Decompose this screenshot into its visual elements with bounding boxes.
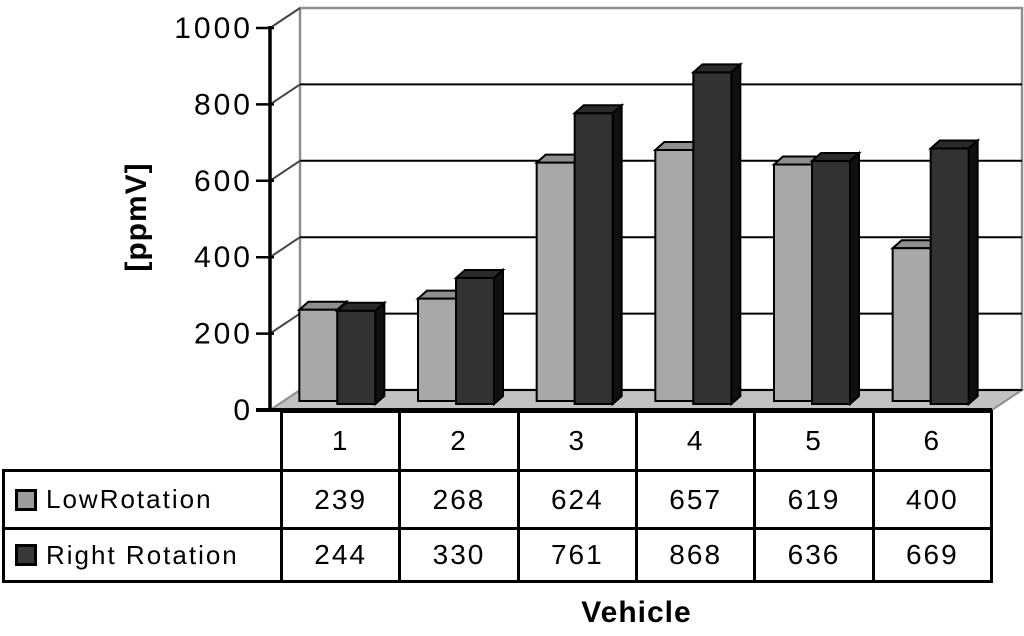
y-tick-label: 1000 <box>174 12 253 45</box>
legend-swatch-lowrotation-icon <box>15 488 37 511</box>
value-cell: 400 <box>874 472 990 527</box>
bar-lowrotation-cat1 <box>298 308 339 402</box>
value-cell: 268 <box>401 472 517 527</box>
x-axis-title: Vehicle <box>581 596 692 629</box>
value-cell: 624 <box>519 472 635 527</box>
bar-lowrotation-cat6 <box>891 247 932 402</box>
depth-tick <box>269 83 301 106</box>
legend-item-right-rotation: Right Rotation <box>5 530 280 580</box>
bar-right-rotation-cat4-side <box>730 62 742 407</box>
value-cell: 657 <box>638 472 754 527</box>
bar-right-rotation-cat3 <box>573 112 614 405</box>
legend-swatch-right-rotation-icon <box>15 544 37 566</box>
value-cell: 330 <box>401 530 517 580</box>
value-cell: 636 <box>756 530 872 580</box>
category-cell: 6 <box>874 413 990 469</box>
value-cell: 239 <box>283 472 399 527</box>
category-cell: 4 <box>638 413 754 469</box>
legend: LowRotation Right Rotation <box>2 469 283 583</box>
depth-tick <box>269 7 301 29</box>
value-cell: 619 <box>756 472 872 527</box>
data-table: 1 2 3 4 5 6 239 268 624 657 619 400 244 330 761 868 636 6… <box>280 410 993 583</box>
category-cell: 5 <box>756 413 872 469</box>
value-cell: 244 <box>283 530 399 580</box>
bar-right-rotation-cat6 <box>929 147 970 405</box>
y-tick-label: 800 <box>194 88 253 121</box>
bar-lowrotation-cat2 <box>417 297 457 402</box>
bar-right-rotation-cat3-side <box>611 103 623 407</box>
legend-label-lowrotation: LowRotation <box>46 484 213 514</box>
y-tick-label: 600 <box>194 165 253 198</box>
legend-label-right-rotation: Right Rotation <box>46 539 239 570</box>
bar-right-rotation-cat2 <box>455 276 495 405</box>
y-tick-label: 400 <box>194 241 253 274</box>
depth-tick <box>269 312 301 335</box>
bar-right-rotation-cat1-side <box>374 300 386 407</box>
bar-right-rotation-cat5-side <box>849 150 860 407</box>
value-cell: 868 <box>638 530 754 580</box>
category-cell: 2 <box>401 413 517 469</box>
bar-right-rotation-cat5 <box>811 160 851 405</box>
bar-lowrotation-cat3 <box>535 161 576 402</box>
depth-tick <box>269 159 301 182</box>
category-cell: 3 <box>519 413 635 469</box>
y-tick-label: 0 <box>233 394 253 427</box>
bar-right-rotation-cat2-side <box>493 267 504 407</box>
bar-right-rotation-cat4 <box>692 71 733 405</box>
legend-item-lowrotation: LowRotation <box>5 472 280 527</box>
bar-lowrotation-cat4 <box>654 149 695 402</box>
value-cell: 761 <box>519 530 635 580</box>
value-cell: 669 <box>874 530 990 580</box>
depth-tick <box>269 236 301 259</box>
bar-right-rotation-cat6-side <box>967 138 979 407</box>
category-cell: 1 <box>283 413 399 469</box>
y-tick-label: 200 <box>194 318 253 351</box>
bar-lowrotation-cat5 <box>773 163 813 402</box>
y-axis-title: [ppmV] <box>120 162 153 272</box>
bar-right-rotation-cat1 <box>336 309 377 405</box>
